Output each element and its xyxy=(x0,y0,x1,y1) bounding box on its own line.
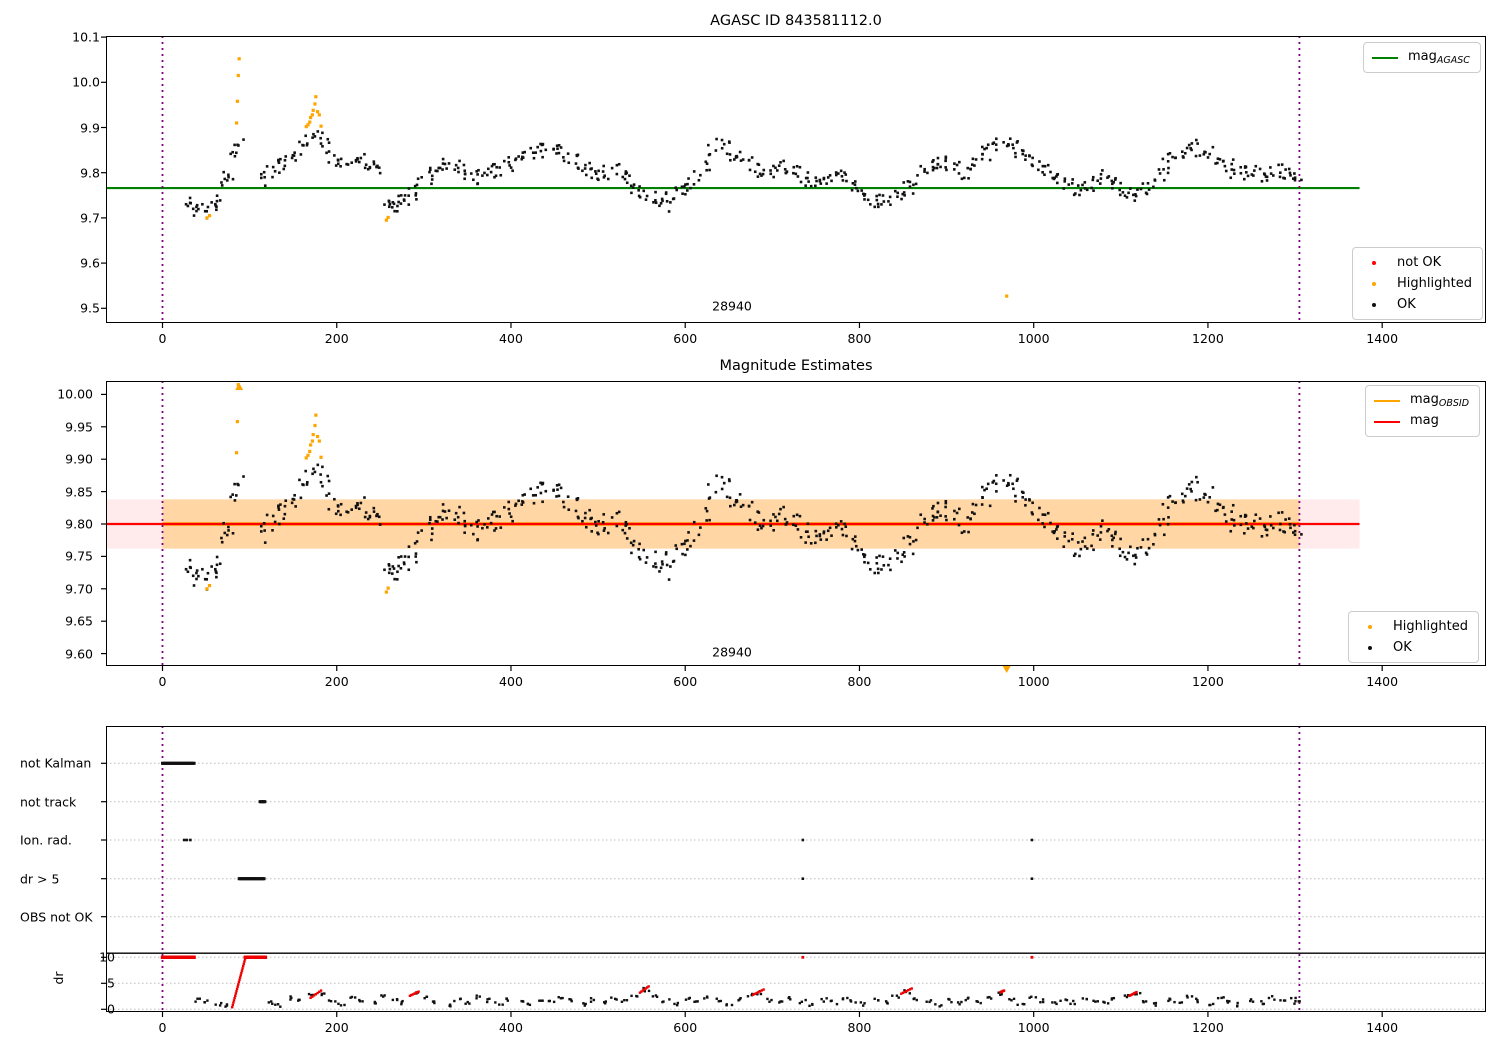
plot-magnitude-estimates xyxy=(106,381,1486,666)
plot1-xtick: 400 xyxy=(499,331,523,346)
plot2-xtick: 800 xyxy=(847,674,872,689)
plot3-category-label: OBS not OK xyxy=(20,909,93,925)
plot3-category-label: not track xyxy=(20,794,77,810)
plot2-xtick: 0 xyxy=(158,674,167,689)
legend-entry: Highlighted xyxy=(1357,616,1468,637)
plot2-ytick: 9.60 xyxy=(65,646,93,662)
legend-entry: magAGASC xyxy=(1372,47,1470,68)
legend-entry: not OK xyxy=(1361,252,1472,273)
plot-agasc-magnitudes xyxy=(106,36,1486,323)
plot3-dr-tick: 10 xyxy=(99,949,115,965)
plot1-ytick: 9.8 xyxy=(80,165,100,181)
plot3-xtick: 800 xyxy=(847,1020,872,1035)
plot1-obsid-annotation: 28940 xyxy=(712,298,752,314)
plot2-xtick: 1200 xyxy=(1192,674,1224,689)
plot1-xtick: 200 xyxy=(324,331,349,346)
legend-plot1-markers: not OK Highlighted OK xyxy=(1352,247,1483,320)
plot2-xtick: 600 xyxy=(673,674,698,689)
legend-plot2-markers: Highlighted OK xyxy=(1348,611,1479,663)
plot3-xtick: 1000 xyxy=(1017,1020,1050,1035)
plot1-xtick: 1200 xyxy=(1192,331,1224,346)
legend-line-sample xyxy=(1372,56,1398,59)
legend-mag-agasc: magAGASC xyxy=(1363,42,1481,73)
plot3-xtick: 1400 xyxy=(1366,1020,1399,1035)
plot1-xtick: 600 xyxy=(673,331,698,346)
plot1-xtick: 1400 xyxy=(1366,331,1399,346)
legend-line-sample xyxy=(1374,420,1400,423)
plot1-xtick: 0 xyxy=(158,331,167,346)
plot3-xtick: 1200 xyxy=(1192,1020,1224,1035)
legend-entry: magOBSID xyxy=(1374,390,1469,411)
plot1-ytick: 9.7 xyxy=(80,210,100,226)
plot2-ytick: 9.65 xyxy=(65,613,93,629)
plot3-dr-tick: 5 xyxy=(107,975,115,991)
plot2-ytick: 9.80 xyxy=(65,516,93,532)
legend-entry: OK xyxy=(1357,637,1468,658)
plot2-obsid-annotation: 28940 xyxy=(712,644,752,660)
legend-marker-sample xyxy=(1372,281,1376,286)
plot2-ytick: 10.00 xyxy=(57,386,93,402)
plot1-ytick: 9.9 xyxy=(80,120,100,135)
plot2-ytick: 9.85 xyxy=(65,484,93,500)
plot1-ytick: 9.6 xyxy=(80,255,100,271)
legend-marker-sample xyxy=(1368,645,1372,650)
dr-axis-label: dr xyxy=(51,971,67,985)
plot3-xtick: 200 xyxy=(324,1020,349,1035)
legend-entry: Highlighted xyxy=(1361,273,1472,294)
plot3-category-label: Ion. rad. xyxy=(20,832,72,848)
plot2-xtick: 200 xyxy=(324,674,349,689)
legend-marker-sample xyxy=(1368,624,1372,629)
plot1-ytick: 9.5 xyxy=(80,300,100,316)
plot3-xtick: 600 xyxy=(673,1020,698,1035)
legend-entry: mag xyxy=(1374,411,1469,432)
plot2-xtick: 1400 xyxy=(1366,674,1399,689)
plot2-ytick: 9.75 xyxy=(65,548,93,564)
plot3-xtick: 0 xyxy=(158,1020,167,1035)
plot3-dr-tick: 0 xyxy=(107,1001,115,1017)
plot2-xtick: 400 xyxy=(499,674,523,689)
plot3-category-label: dr > 5 xyxy=(20,871,60,887)
plot-flags-dr xyxy=(106,726,1486,1012)
legend-line-sample xyxy=(1374,399,1400,402)
plot1-title: AGASC ID 843581112.0 xyxy=(710,13,882,29)
plot3-xtick: 400 xyxy=(499,1020,523,1035)
legend-mag-obsid: magOBSID mag xyxy=(1365,385,1481,437)
plot2-ytick: 9.70 xyxy=(65,581,93,597)
plot1-xtick: 800 xyxy=(847,331,872,346)
legend-entry: OK xyxy=(1361,294,1472,315)
plot1-xtick: 1000 xyxy=(1017,331,1050,346)
plot2-xtick: 1000 xyxy=(1017,674,1050,689)
plot3-category-label: not Kalman xyxy=(20,755,92,771)
legend-marker-sample xyxy=(1372,302,1376,307)
plot2-ytick: 9.90 xyxy=(65,451,93,467)
legend-marker-sample xyxy=(1372,260,1376,265)
plot2-ytick: 9.95 xyxy=(65,419,93,435)
plot1-ytick: 10.0 xyxy=(72,74,100,90)
plot2-title: Magnitude Estimates xyxy=(719,358,873,374)
plot1-ytick: 10.1 xyxy=(72,29,100,45)
